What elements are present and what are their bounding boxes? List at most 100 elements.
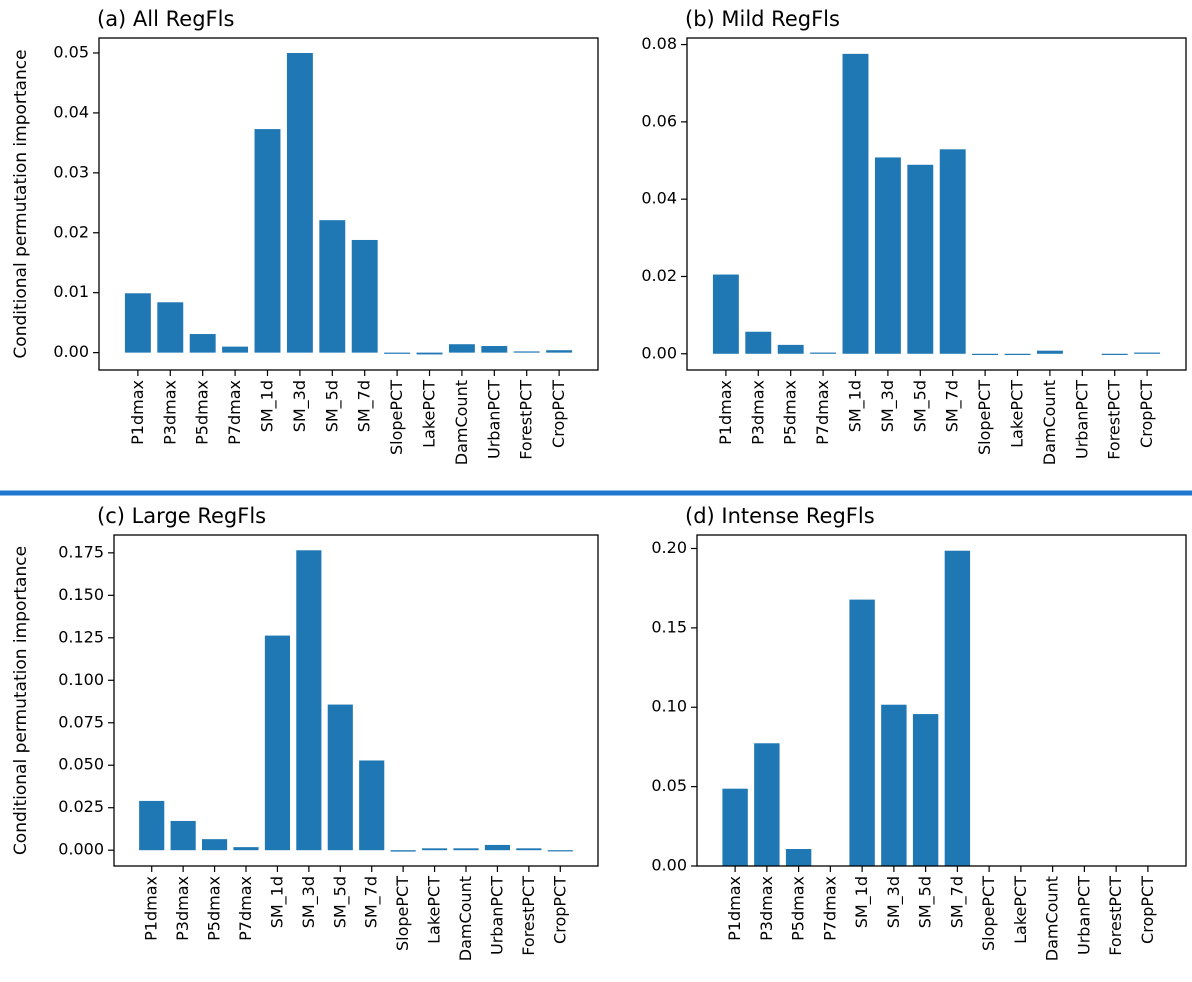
chart-panel-b: (b) Mild RegFls 0.00 0.02 0.04 0.06 0.08 P1dma… [641,7,1187,465]
x-tick-label: LakePCT [420,380,439,448]
x-tick-label: SM_7d [947,876,967,928]
bar-P1dmax [124,293,151,353]
bar-SM_3d [296,550,322,851]
bar-P5dmax [777,344,804,354]
y-tick-label: 0.01 [53,282,89,301]
x-tick-label: LakePCT [425,876,444,944]
x-tick-label: P1dmax [716,380,735,445]
chart-panel-a: (a) All RegFls Conditional permutation im… [11,7,599,465]
bar-SlopePCT [972,353,999,355]
plot-frame [98,37,599,371]
bar-P5dmax [202,839,228,851]
x-tick-label: SM_7d [943,380,963,432]
bar-P5dmax [189,334,216,353]
x-tick-label: P5dmax [781,380,800,445]
bar-ForestPCT [513,351,540,353]
y-axis-label: Conditional permutation importance [11,546,31,855]
x-tick-label: CropPCT [549,380,568,448]
bar-P1dmax [139,800,165,851]
bar-SM_5d [327,704,353,851]
bar-P7dmax [222,346,249,353]
bar-SM_7d [944,550,971,866]
x-tick-label: DamCount [1040,380,1059,465]
x-tick-label: UrbanPCT [1074,876,1093,955]
y-tick-label: 0.02 [53,222,89,241]
bar-SM_5d [319,220,346,353]
x-tick-label: SM_3d [884,876,904,928]
bar-LakePCT [1004,353,1031,355]
bar-DamCount [1036,350,1063,354]
y-tick-label: 0.02 [641,266,677,285]
bar-SM_1d [264,635,290,851]
y-tick-label: 0.150 [58,585,104,604]
bar-SM_1d [254,129,281,353]
x-tick-label: P5dmax [193,380,212,445]
bar-SlopePCT [390,850,416,852]
bar-LakePCT [422,848,448,851]
bar-SlopePCT [384,352,411,354]
y-tick-label: 0.04 [641,189,677,208]
x-tick-label: SM_7d [355,380,375,432]
x-tick-label: ForestPCT [519,876,538,956]
x-tick-label: DamCount [452,380,471,465]
y-tick-label: 0.075 [58,712,104,731]
x-tick-label: SM_1d [845,380,865,432]
x-tick-label: SM_7d [362,876,382,928]
y-tick-label: 0.04 [53,102,89,121]
bar-SM_3d [286,52,313,353]
chart-panel-c: (c) Large RegFls Conditional permutation … [11,504,599,961]
x-tick-label: SM_3d [878,380,898,432]
y-tick-label: 0.08 [641,34,677,53]
bar-SM_3d [881,704,907,866]
x-tick-label: UrbanPCT [1072,380,1091,459]
chart-panel-d: (d) Intense RegFls 0.00 0.05 0.10 0.15 0.20 P1… [651,504,1187,961]
y-tick-label: 0.06 [641,111,677,130]
x-tick-label: SM_1d [267,876,287,928]
x-tick-label: P5dmax [205,876,224,941]
x-tick-label: P1dmax [128,380,147,445]
bar-LakePCT [416,352,443,355]
x-tick-label: P3dmax [748,380,767,445]
bar-ForestPCT [1101,353,1128,355]
bar-P3dmax [170,820,196,851]
x-tick-label: P7dmax [225,380,244,445]
bar-SM_5d [907,164,934,354]
bar-P3dmax [745,331,772,354]
x-tick-label: SM_1d [852,876,872,928]
x-tick-label: P5dmax [789,876,808,941]
x-tick-label: P3dmax [757,876,776,941]
bar-P1dmax [712,274,739,354]
x-tick-label: ForestPCT [517,380,536,460]
y-tick-label: 0.05 [651,776,687,795]
x-tick-label: P7dmax [813,380,832,445]
x-tick-label: SM_5d [916,876,936,928]
bar-P3dmax [754,743,780,866]
bar-SM_7d [351,239,378,353]
y-tick-label: 0.03 [53,162,89,181]
y-tick-label: 0.175 [58,542,104,561]
bar-ForestPCT [516,848,542,851]
x-tick-label: ForestPCT [1105,380,1124,460]
x-tick-label: UrbanPCT [487,876,506,955]
x-tick-label: SlopePCT [975,380,994,455]
plot-frame [686,37,1187,371]
bar-SM_5d [912,714,939,866]
x-tick-label: SlopePCT [393,876,412,951]
x-tick-label: CropPCT [550,876,569,944]
y-tick-label: 0.00 [651,856,687,875]
bar-CropPCT [1134,352,1161,354]
x-tick-label: P7dmax [236,876,255,941]
panel-title: (a) All RegFls [97,7,234,31]
y-tick-label: 0.050 [58,755,104,774]
x-tick-label: CropPCT [1137,380,1156,448]
x-tick-label: SM_5d [910,380,930,432]
y-tick-label: 0.10 [651,697,687,716]
panel-title: (d) Intense RegFls [685,504,875,528]
panel-title: (c) Large RegFls [97,504,266,528]
x-tick-label: DamCount [456,876,475,961]
x-tick-label: SM_3d [299,876,319,928]
bar-P3dmax [157,302,184,353]
x-tick-label: SM_1d [257,380,277,432]
panel-title: (b) Mild RegFls [685,7,840,31]
